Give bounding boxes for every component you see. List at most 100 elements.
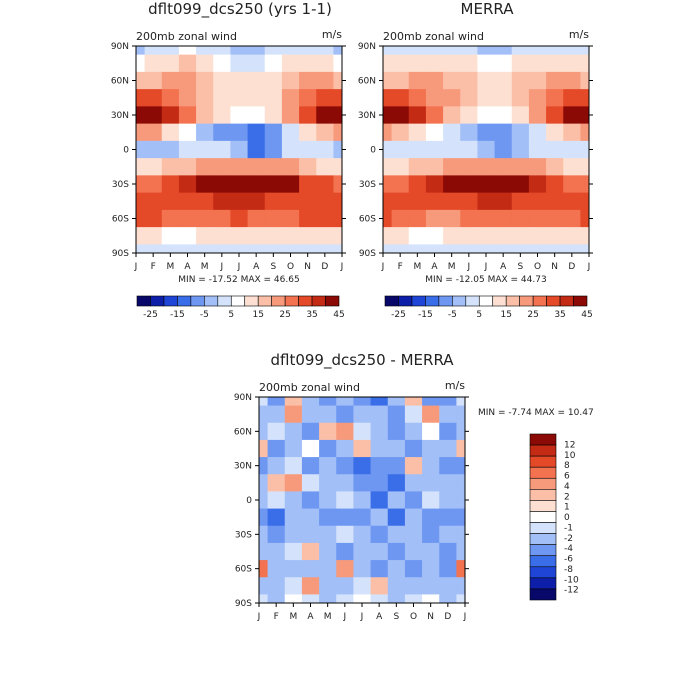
heatmap-cell bbox=[264, 227, 283, 245]
heatmap-cell bbox=[404, 405, 423, 424]
x-tick-label: F bbox=[398, 262, 403, 272]
heatmap-cell bbox=[333, 71, 343, 90]
heatmap-cell bbox=[213, 192, 231, 211]
heatmap-cell bbox=[477, 106, 496, 125]
heatmap-cell bbox=[136, 244, 146, 254]
heatmap-cell bbox=[391, 140, 410, 159]
colorbar-swatch bbox=[529, 489, 557, 501]
heatmap-cell bbox=[301, 542, 320, 561]
heatmap-cell bbox=[161, 54, 180, 73]
heatmap-cell bbox=[439, 405, 457, 424]
heatmap-cell bbox=[422, 405, 440, 424]
min-max-stats: MIN = -7.74 MAX = 10.47 bbox=[478, 408, 594, 418]
heatmap-cell bbox=[456, 508, 466, 527]
heatmap-cell bbox=[387, 405, 406, 424]
heatmap-cell bbox=[247, 244, 266, 254]
heatmap-cell bbox=[580, 46, 590, 56]
heatmap-cell bbox=[144, 140, 163, 159]
colorbar-label: 5 bbox=[476, 310, 482, 320]
x-tick-label: J bbox=[463, 612, 467, 622]
colorbar-label: -5 bbox=[200, 310, 209, 320]
heatmap-cell bbox=[580, 227, 590, 245]
heatmap-cell bbox=[247, 175, 266, 194]
heatmap-cell bbox=[284, 405, 303, 424]
heatmap-cell bbox=[443, 244, 461, 254]
colorbar-swatch bbox=[271, 295, 286, 307]
colorbar-swatch bbox=[529, 522, 557, 534]
heatmap-cell bbox=[456, 397, 466, 407]
heatmap-cell bbox=[196, 140, 214, 159]
heatmap-cell bbox=[477, 227, 496, 245]
heatmap-cell bbox=[230, 192, 249, 211]
heatmap-cell bbox=[528, 209, 547, 228]
heatmap-cell bbox=[144, 158, 163, 176]
heatmap-cell bbox=[528, 175, 547, 194]
heatmap-cell bbox=[422, 508, 440, 527]
heatmap-cell bbox=[267, 397, 286, 407]
heatmap-cell bbox=[425, 227, 444, 245]
heatmap-cell bbox=[336, 474, 354, 492]
heatmap-cell bbox=[546, 89, 564, 107]
heatmap-cell bbox=[353, 594, 372, 604]
heatmap-cell bbox=[136, 89, 146, 107]
x-tick-label: J bbox=[360, 612, 364, 622]
heatmap-cell bbox=[247, 123, 266, 142]
heatmap-cell bbox=[528, 71, 547, 90]
heatmap-cell bbox=[136, 123, 146, 142]
heatmap-cell bbox=[281, 158, 300, 176]
heatmap-cell bbox=[299, 244, 317, 254]
colorbar-label: -10 bbox=[564, 575, 579, 585]
heatmap-cell bbox=[370, 594, 389, 604]
colorbar-label: 2 bbox=[564, 492, 570, 502]
heatmap-cell bbox=[316, 46, 334, 56]
heatmap-cell bbox=[299, 175, 317, 194]
heatmap-cell bbox=[316, 71, 334, 90]
heatmap-cell bbox=[477, 209, 496, 228]
heatmap-cell bbox=[387, 594, 406, 604]
heatmap-cell bbox=[387, 422, 406, 441]
heatmap-cell bbox=[301, 405, 320, 424]
heatmap-cell bbox=[136, 140, 146, 159]
heatmap-cell bbox=[408, 158, 427, 176]
heatmap-cell bbox=[259, 405, 269, 424]
heatmap-cell bbox=[408, 89, 427, 107]
colorbar-swatch bbox=[438, 295, 453, 307]
heatmap-cell bbox=[460, 46, 478, 56]
colorbar-swatch bbox=[529, 433, 557, 446]
colorbar-label: 12 bbox=[564, 440, 575, 450]
heatmap-cell bbox=[511, 54, 530, 73]
heatmap-cell bbox=[213, 227, 231, 245]
heatmap-cell bbox=[580, 192, 590, 211]
heatmap-cell bbox=[425, 89, 444, 107]
heatmap-cell bbox=[439, 508, 457, 527]
heatmap-cell bbox=[528, 106, 547, 125]
heatmap-cell bbox=[213, 123, 231, 142]
heatmap-cell bbox=[563, 106, 581, 125]
heatmap-cell bbox=[284, 525, 303, 544]
y-tick-label: 90N bbox=[234, 393, 252, 403]
x-tick-label: S bbox=[517, 262, 523, 272]
heatmap-cell bbox=[425, 192, 444, 211]
colorbar-swatch bbox=[478, 295, 494, 307]
colorbar-swatch bbox=[529, 466, 557, 479]
heatmap-cell bbox=[443, 209, 461, 228]
heatmap-cell bbox=[301, 439, 320, 458]
heatmap-cell bbox=[336, 405, 354, 424]
colorbar-swatch bbox=[529, 500, 557, 512]
heatmap-cell bbox=[383, 46, 393, 56]
heatmap-cell bbox=[230, 140, 249, 159]
heatmap-cell bbox=[319, 397, 337, 407]
y-tick-label: 90S bbox=[112, 249, 129, 259]
heatmap-cell bbox=[387, 397, 406, 407]
heatmap-cell bbox=[460, 89, 478, 107]
heatmap-cell bbox=[383, 123, 393, 142]
heatmap-cell bbox=[370, 525, 389, 544]
heatmap-cell bbox=[284, 542, 303, 561]
heatmap-cell bbox=[247, 89, 266, 107]
heatmap-cell bbox=[136, 54, 146, 73]
heatmap-cell bbox=[580, 175, 590, 194]
heatmap-cell bbox=[546, 227, 564, 245]
x-tick-label: N bbox=[551, 262, 558, 272]
heatmap-cell bbox=[264, 71, 283, 90]
colorbar-label: 35 bbox=[306, 310, 317, 320]
